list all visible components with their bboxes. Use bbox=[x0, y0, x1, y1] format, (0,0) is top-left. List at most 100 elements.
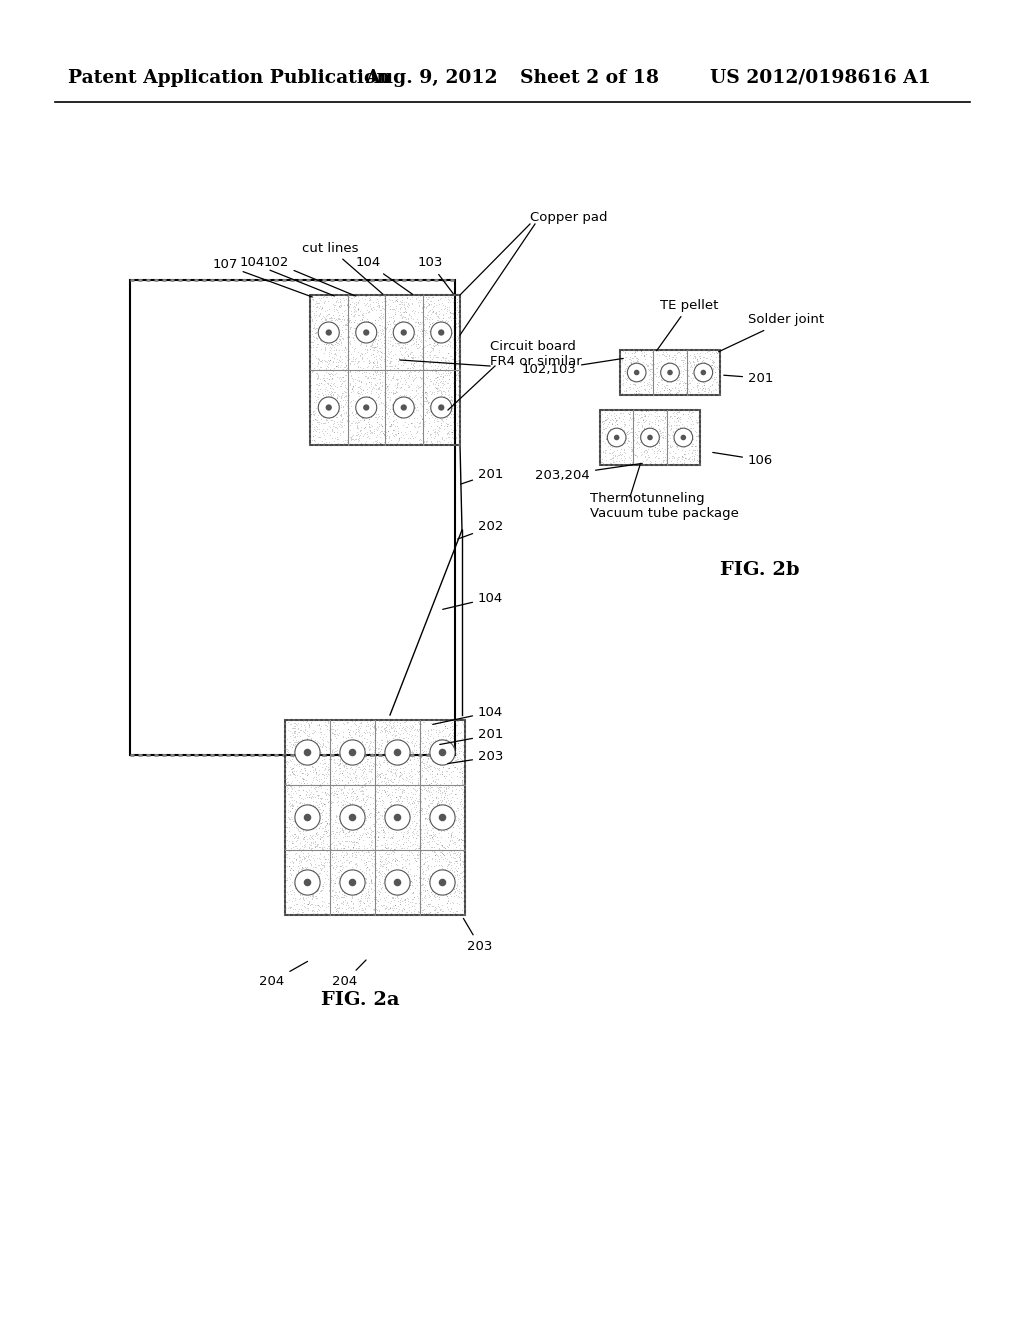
Point bbox=[621, 447, 637, 469]
Point bbox=[444, 428, 461, 449]
Point bbox=[374, 315, 390, 337]
Point bbox=[309, 356, 326, 378]
Point bbox=[436, 838, 453, 859]
Point bbox=[685, 417, 701, 438]
Point bbox=[669, 383, 685, 404]
Point bbox=[305, 884, 322, 906]
Point bbox=[430, 813, 446, 834]
Point bbox=[309, 374, 326, 395]
Point bbox=[445, 813, 462, 834]
Point bbox=[414, 903, 430, 924]
Point bbox=[659, 375, 676, 396]
Point bbox=[658, 375, 675, 396]
Point bbox=[368, 718, 384, 739]
Point bbox=[353, 408, 370, 429]
Point bbox=[434, 799, 451, 820]
Point bbox=[371, 865, 387, 886]
Point bbox=[361, 335, 378, 356]
Point bbox=[353, 389, 370, 411]
Point bbox=[279, 729, 295, 750]
Point bbox=[371, 743, 387, 764]
Point bbox=[434, 376, 451, 397]
Point bbox=[665, 370, 681, 391]
Point bbox=[435, 381, 452, 403]
Text: FIG. 2b: FIG. 2b bbox=[720, 561, 800, 579]
Point bbox=[379, 731, 395, 752]
Point bbox=[699, 347, 716, 368]
Point bbox=[357, 751, 374, 772]
Point bbox=[419, 403, 435, 424]
Point bbox=[317, 379, 334, 400]
Point bbox=[342, 352, 358, 374]
Point bbox=[645, 341, 662, 362]
Point bbox=[342, 293, 358, 314]
Point bbox=[360, 884, 377, 906]
Point bbox=[344, 780, 360, 801]
Point bbox=[317, 807, 334, 828]
Point bbox=[631, 453, 647, 474]
Point bbox=[423, 293, 439, 314]
Point bbox=[330, 333, 346, 354]
Point bbox=[376, 384, 392, 405]
Point bbox=[359, 392, 376, 413]
Point bbox=[672, 433, 688, 454]
Point bbox=[327, 851, 343, 873]
Point bbox=[302, 832, 318, 853]
Point bbox=[403, 294, 420, 315]
Point bbox=[293, 899, 309, 920]
Point bbox=[322, 777, 338, 799]
Point bbox=[439, 879, 456, 900]
Point bbox=[355, 862, 372, 883]
Point bbox=[399, 747, 416, 768]
Point bbox=[364, 882, 380, 903]
Point bbox=[397, 799, 414, 820]
Point bbox=[387, 380, 403, 401]
Point bbox=[356, 310, 373, 331]
Point bbox=[693, 362, 710, 383]
Point bbox=[669, 422, 685, 444]
Point bbox=[323, 871, 339, 892]
Point bbox=[684, 436, 700, 457]
Point bbox=[409, 834, 425, 855]
Point bbox=[348, 416, 365, 437]
Point bbox=[385, 717, 401, 738]
Point bbox=[394, 290, 411, 312]
Point bbox=[403, 743, 420, 764]
Point bbox=[344, 292, 360, 313]
Point bbox=[362, 731, 379, 752]
Point bbox=[386, 715, 402, 737]
Point bbox=[432, 880, 449, 902]
Point bbox=[296, 751, 312, 772]
Point bbox=[408, 400, 424, 421]
Point bbox=[295, 771, 311, 792]
Point bbox=[610, 408, 627, 429]
Point bbox=[407, 747, 423, 768]
Point bbox=[332, 750, 348, 771]
Point bbox=[397, 715, 414, 737]
Point bbox=[331, 330, 347, 351]
Point bbox=[681, 430, 697, 451]
Point bbox=[287, 887, 303, 908]
Point bbox=[332, 760, 348, 781]
Point bbox=[356, 804, 373, 825]
Point bbox=[450, 869, 466, 890]
Point bbox=[324, 399, 340, 420]
Point bbox=[433, 326, 450, 347]
Point bbox=[418, 388, 434, 409]
Point bbox=[294, 801, 310, 822]
Point bbox=[317, 781, 334, 803]
Point bbox=[604, 413, 621, 434]
Point bbox=[380, 822, 396, 843]
Point bbox=[352, 807, 369, 828]
Point bbox=[328, 345, 344, 366]
Point bbox=[325, 875, 341, 896]
Point bbox=[298, 857, 314, 878]
Point bbox=[379, 317, 395, 338]
Point bbox=[429, 421, 445, 442]
Point bbox=[697, 379, 714, 400]
Point bbox=[411, 763, 427, 784]
Point bbox=[675, 432, 691, 453]
Point bbox=[598, 429, 614, 450]
Point bbox=[361, 289, 378, 310]
Point bbox=[444, 288, 461, 309]
